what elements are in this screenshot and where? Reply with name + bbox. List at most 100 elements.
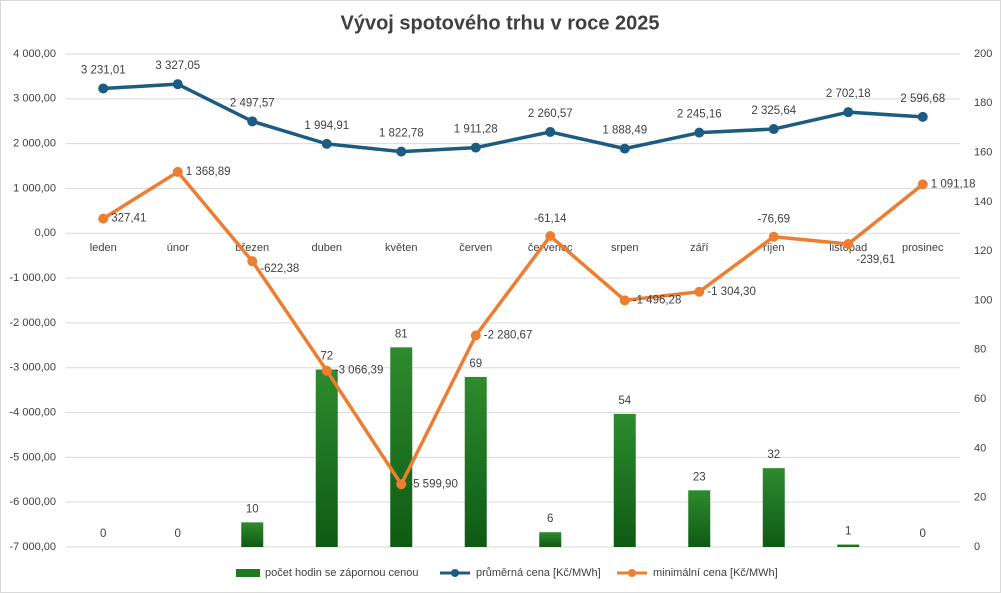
line-marker	[470, 330, 481, 341]
bar	[539, 532, 562, 547]
x-tick-label: květen	[385, 242, 417, 254]
y2-tick-label: 60	[974, 393, 986, 405]
line-marker	[172, 79, 183, 90]
bar-value-label: 23	[693, 471, 706, 483]
y-tick-label: -2 000,00	[10, 317, 56, 329]
bar	[762, 468, 785, 547]
data-label: 1 911,28	[454, 124, 498, 136]
line-marker	[843, 239, 854, 250]
legend-label: průměrná cena [Kč/MWh]	[476, 567, 601, 579]
data-label: -622,38	[260, 263, 299, 275]
x-tick-label: únor	[167, 242, 189, 254]
bar	[241, 522, 264, 547]
bar-value-label: 6	[547, 513, 553, 525]
line-marker	[619, 143, 630, 154]
bar-value-label: 54	[618, 395, 631, 407]
y-tick-label: -7 000,00	[10, 541, 56, 553]
data-label: 1 368,89	[186, 166, 231, 178]
data-label: 2 702,18	[826, 88, 871, 100]
line-marker	[470, 142, 481, 153]
data-label: 3 327,05	[155, 60, 200, 72]
y2-tick-label: 0	[974, 541, 980, 553]
bar	[464, 376, 487, 547]
x-tick-label: leden	[90, 242, 117, 254]
y-tick-label: -5 000,00	[10, 451, 56, 463]
bar	[613, 413, 636, 547]
line-marker	[619, 295, 630, 306]
y-tick-label: -4 000,00	[10, 406, 56, 418]
y-tick-label: 0,00	[35, 227, 56, 239]
data-label: -3 066,39	[335, 365, 384, 377]
line-marker	[545, 231, 556, 242]
y-tick-label: 1 000,00	[13, 182, 56, 194]
data-label: 1 091,18	[931, 178, 976, 190]
data-label: -1 304,30	[707, 286, 756, 298]
line-marker	[321, 365, 332, 376]
data-label: 2 245,16	[677, 109, 722, 121]
data-label: -76,69	[757, 214, 790, 226]
line-marker	[694, 127, 705, 138]
data-label: 327,41	[111, 213, 146, 225]
data-label: 2 596,68	[900, 93, 945, 105]
line-marker	[172, 166, 183, 177]
x-tick-label: duben	[311, 242, 342, 254]
y2-tick-label: 140	[974, 196, 992, 208]
y2-tick-label: 40	[974, 442, 986, 454]
bar-value-label: 1	[845, 526, 851, 538]
y2-tick-label: 80	[974, 344, 986, 356]
bar	[315, 369, 338, 547]
y-tick-label: -6 000,00	[10, 496, 56, 508]
y-tick-label: -1 000,00	[10, 272, 56, 284]
bar-value-label: 72	[320, 351, 333, 363]
bar	[688, 490, 711, 547]
bar	[390, 347, 413, 547]
x-tick-label: říjen	[763, 242, 784, 254]
line-marker	[247, 256, 258, 267]
y-tick-label: 2 000,00	[13, 138, 56, 150]
line-marker	[694, 286, 705, 297]
data-label: -2 280,67	[484, 330, 533, 342]
data-label: -1 496,28	[633, 294, 682, 306]
line-marker	[321, 138, 332, 149]
line-marker	[768, 231, 779, 242]
chart-title: Vývoj spotového trhu v roce 2025	[341, 12, 660, 34]
bar-value-label: 0	[175, 528, 181, 540]
y-tick-label: -3 000,00	[10, 362, 56, 374]
y2-tick-label: 180	[974, 97, 992, 109]
bar	[837, 544, 860, 547]
line-marker	[917, 179, 928, 190]
data-label: 2 325,64	[751, 105, 796, 117]
data-label: 3 231,01	[81, 64, 126, 76]
line-marker	[396, 146, 407, 157]
line-marker	[545, 126, 556, 137]
bar-value-label: 0	[920, 528, 926, 540]
line	[102, 170, 924, 486]
y-tick-label: 4 000,00	[13, 48, 56, 60]
x-tick-label: srpen	[611, 242, 639, 254]
bar-value-label: 0	[100, 528, 106, 540]
line-marker	[98, 83, 109, 94]
data-label: 2 260,57	[528, 108, 573, 120]
line-marker	[247, 116, 258, 127]
data-label: -5 599,90	[409, 478, 458, 490]
data-label: -61,14	[534, 213, 567, 225]
y2-tick-label: 20	[974, 492, 986, 504]
bar-value-label: 69	[469, 358, 482, 370]
y2-tick-label: 200	[974, 48, 992, 60]
legend-label: minimální cena [Kč/MWh]	[653, 567, 778, 579]
data-label: 1 822,78	[379, 128, 424, 140]
x-tick-label: červen	[459, 242, 492, 254]
line-marker	[917, 111, 928, 122]
y2-tick-label: 160	[974, 147, 992, 159]
legend-swatch	[628, 569, 636, 577]
x-tick-label: září	[690, 242, 708, 254]
data-label: 1 994,91	[304, 120, 349, 132]
legend-label: počet hodin se zápornou cenou	[265, 567, 419, 579]
bar-value-label: 81	[395, 328, 408, 340]
bar-value-label: 32	[767, 449, 780, 461]
y2-tick-label: 100	[974, 294, 992, 306]
data-label: -239,61	[856, 254, 895, 266]
x-tick-label: prosinec	[902, 242, 944, 254]
